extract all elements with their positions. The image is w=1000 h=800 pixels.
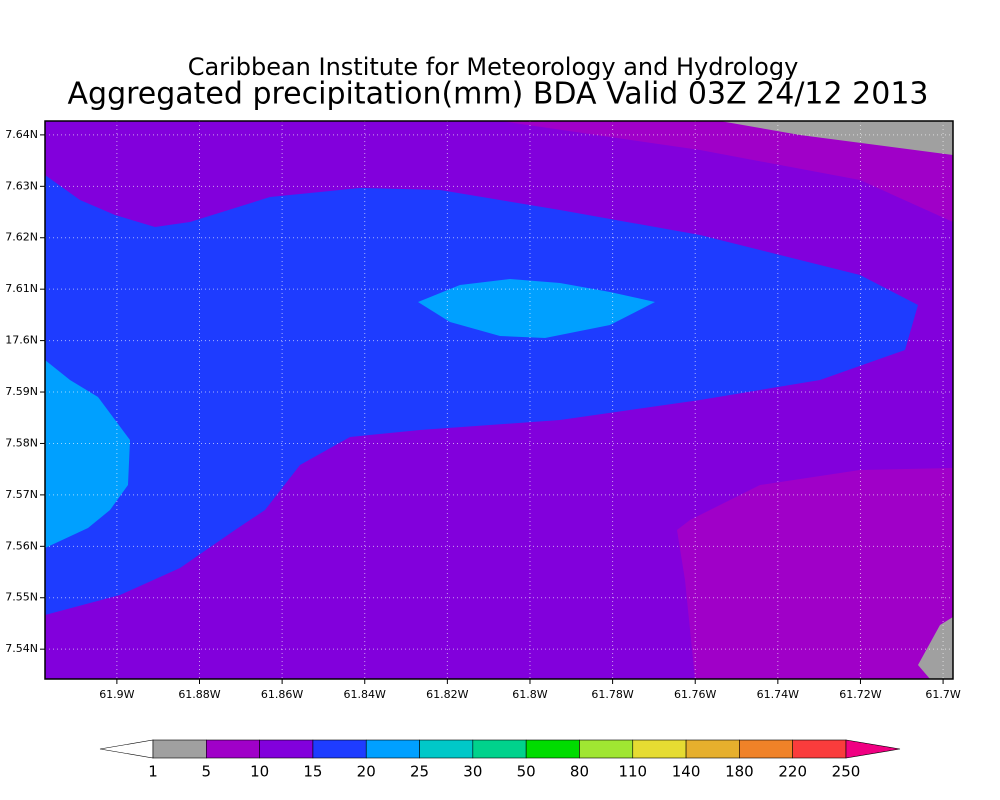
colorbar-box xyxy=(579,739,634,759)
colorbar-label: 140 xyxy=(672,763,701,781)
field-20-25 xyxy=(45,360,130,548)
colorbar-box xyxy=(632,739,687,759)
x-tick-label: 61.74W xyxy=(757,688,799,701)
field-15-20 xyxy=(45,175,918,615)
colorbar-label: 1 xyxy=(148,763,158,781)
colorbar-box xyxy=(472,739,527,759)
x-tick-label: 61.88W xyxy=(178,688,220,701)
field-1-5 xyxy=(918,617,953,679)
colorbar-label: 30 xyxy=(463,763,482,781)
grid: 61.9W 61.88W 61.86W 61.84W 61.82W 61.8W 61.78W… xyxy=(5,121,961,701)
colorbar-label: 5 xyxy=(202,763,212,781)
y-tick-label: 17.6N xyxy=(5,334,38,347)
colorbar-under xyxy=(99,739,154,759)
y-tick-label: 7.63N xyxy=(5,179,38,192)
colorbar-box xyxy=(312,739,367,759)
title: Caribbean Institute for Meteorology and … xyxy=(188,53,799,81)
x-tick-label: 61.82W xyxy=(426,688,468,701)
map-fields xyxy=(45,121,953,679)
x-tick-label: 61.76W xyxy=(674,688,716,701)
y-tick-label: 7.54N xyxy=(5,642,38,655)
y-tick-label: 7.55N xyxy=(5,591,38,604)
x-tick-label: 61.7W xyxy=(925,688,960,701)
y-tick-label: 7.64N xyxy=(5,128,38,141)
colorbar-box xyxy=(525,739,580,759)
y-tick-label: 7.57N xyxy=(5,488,38,501)
colorbar-label: 10 xyxy=(250,763,269,781)
colorbar-label: 50 xyxy=(517,763,536,781)
colorbar-box xyxy=(739,739,793,759)
y-tick-label: 7.61N xyxy=(5,282,38,295)
colorbar-box xyxy=(685,739,740,759)
colorbar-label: 20 xyxy=(357,763,376,781)
x-tick-label: 61.86W xyxy=(261,688,303,701)
x-tick-label: 61.72W xyxy=(839,688,881,701)
colorbar-box xyxy=(259,739,314,759)
colorbar-box xyxy=(419,739,474,759)
colorbar-label: 250 xyxy=(832,763,861,781)
x-tick-label: 61.8W xyxy=(512,688,547,701)
colorbar-label: 80 xyxy=(570,763,589,781)
colorbar-label: 15 xyxy=(303,763,322,781)
subtitle: Aggregated precipitation(mm) BDA Valid 0… xyxy=(68,77,929,112)
y-tick-label: 7.59N xyxy=(5,385,38,398)
colorbar-label: 25 xyxy=(410,763,429,781)
y-tick-label: 7.56N xyxy=(5,539,38,552)
colorbar: 1 5 10 15 20 25 30 50 80 110 140 180 220 250 xyxy=(99,739,901,781)
y-tick-label: 7.58N xyxy=(5,436,38,449)
colorbar-box xyxy=(206,739,260,759)
field-5-10 xyxy=(677,468,953,679)
colorbar-box xyxy=(365,739,420,759)
x-tick-label: 61.78W xyxy=(591,688,633,701)
field-5-10 xyxy=(500,121,953,222)
map-frame xyxy=(44,120,954,680)
field-20-25 xyxy=(418,279,655,338)
colorbar-label: 180 xyxy=(725,763,754,781)
colorbar-box xyxy=(792,739,847,759)
colorbar-label: 220 xyxy=(778,763,807,781)
colorbar-over xyxy=(845,739,901,759)
colorbar-label: 110 xyxy=(618,763,647,781)
x-tick-label: 61.84W xyxy=(344,688,386,701)
colorbar-box xyxy=(152,739,207,759)
x-tick-label: 61.9W xyxy=(99,688,134,701)
y-tick-label: 7.62N xyxy=(5,231,38,244)
